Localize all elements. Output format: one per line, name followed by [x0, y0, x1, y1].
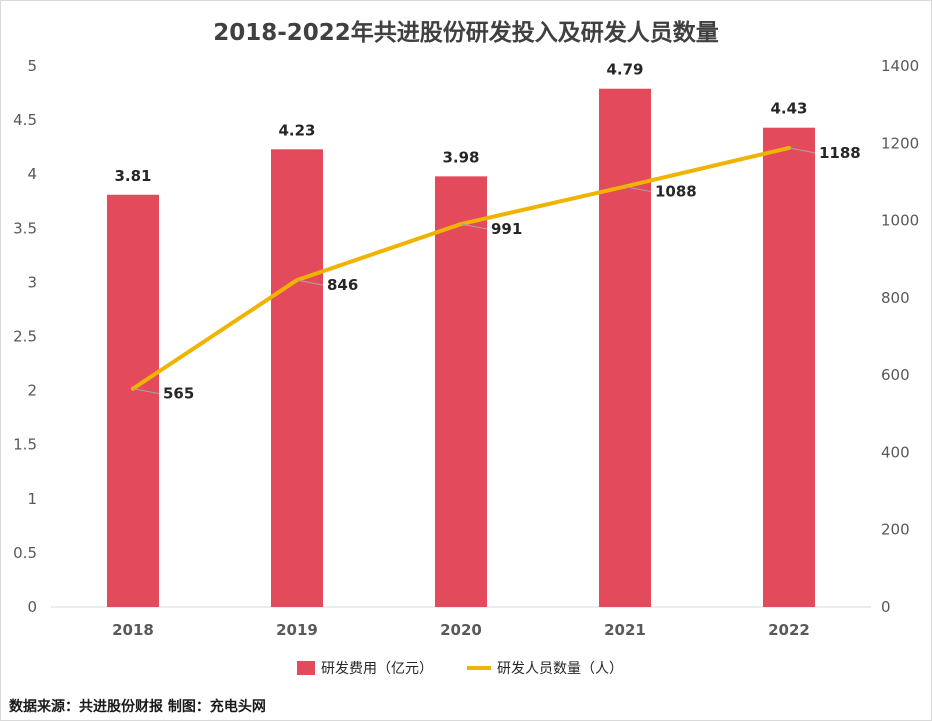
bar-2020 [435, 176, 487, 607]
y-left-tick-label: 3.5 [13, 219, 37, 237]
y-left-tick-label: 2.5 [13, 328, 37, 346]
y-right-tick-label: 1400 [881, 57, 919, 75]
y-left-tick-label: 5 [27, 57, 37, 75]
bar-2018 [107, 194, 159, 607]
y-right-tick-label: 1000 [881, 212, 919, 230]
y-right-tick-label: 800 [881, 289, 910, 307]
x-tick-label: 2018 [112, 621, 154, 639]
line-label-leader [788, 147, 816, 154]
y-left-tick-label: 2 [27, 382, 37, 400]
y-left-tick-label: 4 [27, 165, 37, 183]
y-right-tick-label: 1200 [881, 134, 919, 152]
y-right-tick-label: 0 [881, 598, 891, 616]
bar-2021 [599, 88, 651, 608]
bar-2022 [763, 127, 815, 607]
bar-2019 [271, 149, 323, 607]
line-data-label: 1188 [819, 144, 861, 162]
bar-data-label: 4.23 [278, 121, 315, 139]
y-left-tick-label: 3 [27, 273, 37, 291]
legend-label-bar: 研发费用（亿元） [321, 661, 433, 677]
line-data-label: 1088 [655, 183, 697, 201]
y-right-tick-label: 400 [881, 443, 910, 461]
legend-swatch-bar [297, 661, 315, 675]
y-right-tick-label: 600 [881, 366, 910, 384]
chart-title: 2018-2022年共进股份研发投入及研发人员数量 [213, 20, 719, 46]
y-left-tick-label: 1.5 [13, 436, 37, 454]
x-tick-label: 2022 [768, 621, 810, 639]
y-left-tick-label: 1 [27, 490, 37, 508]
bar-data-label: 3.81 [114, 167, 151, 185]
source-note: 数据来源：共进股份财报 制图：充电头网 [9, 699, 266, 715]
line-data-label: 991 [491, 220, 522, 238]
bar-data-label: 3.98 [442, 148, 479, 166]
line-data-label: 565 [163, 385, 194, 403]
legend-label-line: 研发人员数量（人） [497, 661, 623, 677]
line-label-leader [132, 388, 160, 395]
x-tick-label: 2020 [440, 621, 482, 639]
bar-data-label: 4.43 [770, 100, 807, 118]
line-label-leader [624, 186, 652, 193]
line-data-label: 846 [327, 276, 358, 294]
line-label-leader [296, 279, 324, 286]
y-left-tick-label: 0 [27, 598, 37, 616]
x-tick-label: 2021 [604, 621, 646, 639]
line-label-leader [460, 223, 488, 230]
y-right-tick-label: 200 [881, 521, 910, 539]
bar-data-label: 4.79 [606, 61, 643, 79]
y-left-tick-label: 0.5 [13, 544, 37, 562]
x-tick-label: 2019 [276, 621, 318, 639]
y-left-tick-label: 4.5 [13, 111, 37, 129]
